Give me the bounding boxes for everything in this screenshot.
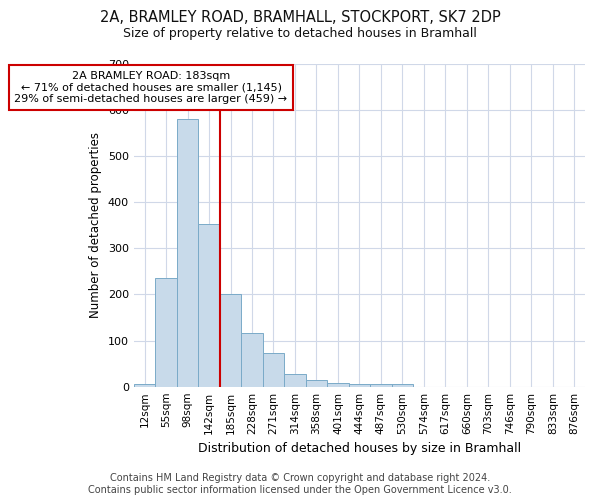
Bar bbox=[220, 294, 241, 386]
Bar bbox=[349, 384, 370, 386]
Text: 2A BRAMLEY ROAD: 183sqm
← 71% of detached houses are smaller (1,145)
29% of semi: 2A BRAMLEY ROAD: 183sqm ← 71% of detache… bbox=[14, 71, 287, 104]
Bar bbox=[198, 224, 220, 386]
Bar bbox=[263, 354, 284, 386]
Text: Size of property relative to detached houses in Bramhall: Size of property relative to detached ho… bbox=[123, 28, 477, 40]
Bar bbox=[392, 384, 413, 386]
Bar bbox=[177, 120, 198, 386]
Bar bbox=[134, 384, 155, 386]
X-axis label: Distribution of detached houses by size in Bramhall: Distribution of detached houses by size … bbox=[198, 442, 521, 455]
Bar bbox=[370, 384, 392, 386]
Bar bbox=[155, 278, 177, 386]
Bar bbox=[284, 374, 306, 386]
Bar bbox=[306, 380, 327, 386]
Y-axis label: Number of detached properties: Number of detached properties bbox=[89, 132, 103, 318]
Text: Contains HM Land Registry data © Crown copyright and database right 2024.
Contai: Contains HM Land Registry data © Crown c… bbox=[88, 474, 512, 495]
Bar bbox=[327, 383, 349, 386]
Bar bbox=[241, 332, 263, 386]
Text: 2A, BRAMLEY ROAD, BRAMHALL, STOCKPORT, SK7 2DP: 2A, BRAMLEY ROAD, BRAMHALL, STOCKPORT, S… bbox=[100, 10, 500, 25]
